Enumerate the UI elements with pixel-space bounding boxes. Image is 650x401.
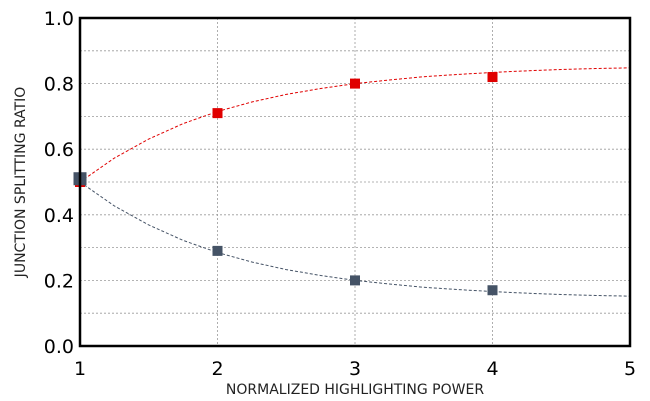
data-point-series-2	[212, 245, 223, 256]
x-tick-label: 5	[624, 358, 636, 380]
x-axis-ticks: 1 2 3 4 5	[74, 358, 636, 380]
x-tick-label: 2	[211, 358, 223, 380]
y-tick-label: 0.8	[44, 74, 74, 96]
data-point-series-2	[487, 285, 498, 296]
data-point-series-1	[212, 108, 223, 119]
y-axis-title: JUNCTION SPLITTING RATIO	[13, 87, 29, 279]
y-tick-label: 0.2	[44, 270, 74, 292]
y-axis-ticks: 0.0 0.2 0.4 0.6 0.8 1.0	[44, 8, 74, 358]
y-tick-label: 0.4	[44, 205, 74, 227]
x-tick-label: 3	[349, 358, 361, 380]
data-point-series-1	[487, 72, 498, 83]
y-tick-label: 0.0	[44, 336, 74, 358]
plot-frame	[78, 16, 632, 348]
data-point-series-2	[350, 275, 360, 286]
data-point-series-1	[350, 78, 360, 89]
x-axis-title: NORMALIZED HIGHLIGHTING POWER	[226, 382, 484, 398]
y-tick-label: 1.0	[44, 8, 74, 30]
x-tick-label: 1	[74, 358, 86, 380]
x-tick-label: 4	[486, 358, 498, 380]
y-tick-label: 0.6	[44, 139, 74, 161]
